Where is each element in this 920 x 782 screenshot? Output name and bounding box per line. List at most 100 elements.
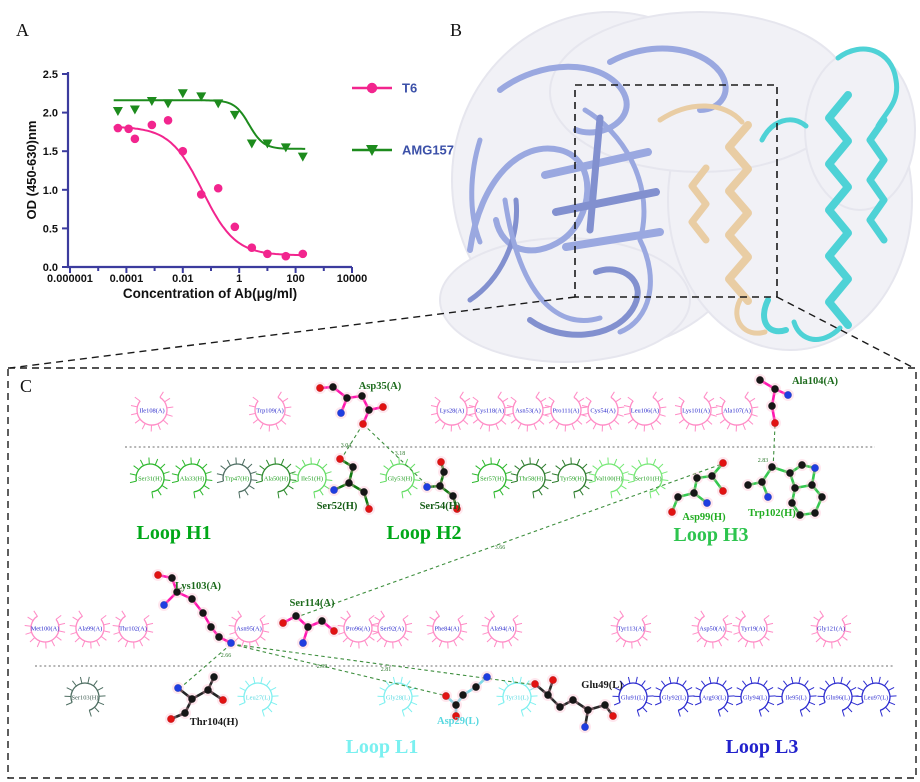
- residue-contact-Thr58H: Thr58(H): [510, 457, 552, 499]
- atom-C: [360, 488, 368, 496]
- y-axis-title: OD (450-630)nm: [24, 121, 39, 220]
- hydrogen-bond: [772, 424, 776, 471]
- x-tick-label: 0.0001: [110, 273, 144, 285]
- contact-spokes: [623, 391, 667, 432]
- contact-spokes: [817, 676, 859, 717]
- atom-C: [329, 383, 337, 391]
- residue-arc-label: Ala99(A): [78, 626, 103, 633]
- x-tick-label: 0.000001: [47, 273, 93, 285]
- contact-arc: [432, 615, 462, 643]
- residue-contact-Ser101H: Ser101(H): [627, 457, 669, 499]
- ribbon-path: [734, 297, 768, 336]
- atom-C: [343, 394, 351, 402]
- contact-arc: [243, 682, 273, 712]
- atom-C: [199, 609, 207, 617]
- molecule-Asp99H: Asp99(H): [666, 457, 729, 523]
- residue-contact-Trp109A: Trp109(A): [248, 391, 292, 432]
- data-point-T6: [130, 134, 140, 144]
- y-tick-label: 2.0: [43, 108, 58, 120]
- contact-spokes: [810, 610, 852, 649]
- residue-contact-Ala33H: Ala33(H): [171, 457, 213, 499]
- ribbon-path: [607, 45, 729, 113]
- loop-label-Loop-H1: Loop H1: [136, 522, 211, 544]
- residue-contact-Tyr31L: Tyr31(L): [496, 676, 538, 717]
- contact-spokes: [112, 610, 154, 649]
- residue-contact-Leu27L: Leu27(L): [237, 676, 279, 717]
- residue-arc-label: Pro96(A): [346, 626, 370, 633]
- molecule-Trp102H: Trp102(H): [742, 459, 828, 521]
- residue-contact-Gly28L: Gly28(L): [377, 676, 419, 717]
- legend-marker-T6: [366, 82, 378, 94]
- contact-arc: [177, 463, 207, 493]
- residue-contact-Leu106A: Leu106(A): [623, 391, 667, 432]
- residue-contact-Ala99A: Ala99(A): [69, 610, 111, 649]
- y-tick-label: 0.0: [43, 262, 58, 274]
- contact-spokes: [237, 676, 279, 717]
- atom-C: [744, 481, 752, 489]
- contact-arc: [30, 615, 60, 643]
- atom-N: [703, 499, 711, 507]
- contact-spokes: [627, 457, 669, 499]
- atom-O: [167, 715, 175, 723]
- hydrogen-bond: [362, 423, 429, 487]
- atom-C: [215, 633, 223, 641]
- x-tick-label: 1: [236, 273, 242, 285]
- contact-spokes: [291, 457, 333, 499]
- ribbon-path: [761, 297, 789, 335]
- residue-contact-Tyr19A: Tyr19(A): [732, 610, 774, 649]
- residue-arc-label: Ser57(H): [480, 476, 504, 483]
- y-tick-label: 1.0: [43, 185, 58, 197]
- contact-spokes: [64, 676, 106, 717]
- ribbon-path: [586, 114, 604, 234]
- data-point-T6: [124, 124, 133, 134]
- residue-contact-Gly121A: Gly121(A): [810, 610, 852, 649]
- atom-C: [436, 482, 444, 490]
- hbond-distance-label: 2.99: [317, 664, 328, 670]
- contact-spokes: [228, 610, 270, 649]
- residue-arc-label: Leu106(A): [631, 408, 659, 415]
- contact-arc: [136, 396, 168, 426]
- contact-spokes: [544, 391, 588, 432]
- residue-contact-Lys28A: Lys28(A): [430, 391, 474, 432]
- residue-arc-label: Ile95(L): [785, 695, 806, 702]
- atom-N: [423, 483, 431, 491]
- atom-C: [708, 472, 716, 480]
- atom-C: [345, 479, 353, 487]
- residue-arc-label: Tyr31(L): [505, 695, 528, 702]
- data-point-T6: [263, 249, 272, 259]
- contact-arc: [587, 396, 619, 426]
- residue-contact-Thr102A: Thr102(A): [112, 610, 154, 649]
- residue-arc-label: Cys118(A): [476, 408, 504, 415]
- atom-C: [452, 701, 460, 709]
- atom-O: [719, 487, 727, 495]
- zoom-connector-line: [9, 296, 576, 369]
- contact-spokes: [255, 457, 297, 499]
- residue-contact-Ala94A: Ala94(A): [481, 610, 523, 649]
- legend-marker-AMG157: [366, 145, 378, 156]
- ribbon-path: [467, 197, 520, 303]
- residue-arc-label: Ala107(A): [723, 408, 751, 415]
- data-point-AMG157: [213, 99, 224, 109]
- atom-C: [204, 686, 212, 694]
- contact-arc: [721, 396, 753, 426]
- contact-arc: [477, 463, 507, 493]
- atom-O: [330, 627, 338, 635]
- contact-arc: [261, 463, 291, 493]
- hbond-distance-label: 2.81: [381, 667, 392, 673]
- hbond-distance-label: 3.04: [341, 443, 352, 449]
- contact-arc: [699, 682, 729, 712]
- molecule-label: Asp99(H): [682, 512, 726, 523]
- hydrogen-bond: [230, 643, 448, 697]
- data-point-AMG157: [146, 97, 157, 107]
- atom-C: [771, 385, 779, 393]
- contact-arc: [343, 615, 373, 643]
- contact-spokes: [481, 610, 523, 649]
- residue-contact-Tyr113A: Tyr113(A): [610, 610, 652, 649]
- loop-label-Loop-L1: Loop L1: [346, 736, 419, 758]
- residue-contact-Cys54A: Cys54(A): [581, 391, 625, 432]
- atom-C: [796, 511, 804, 519]
- residue-contact-Gly92L: Gly92(L): [653, 676, 695, 717]
- data-point-T6: [247, 243, 257, 252]
- x-tick-label: 100: [286, 273, 304, 285]
- contact-spokes: [588, 457, 630, 499]
